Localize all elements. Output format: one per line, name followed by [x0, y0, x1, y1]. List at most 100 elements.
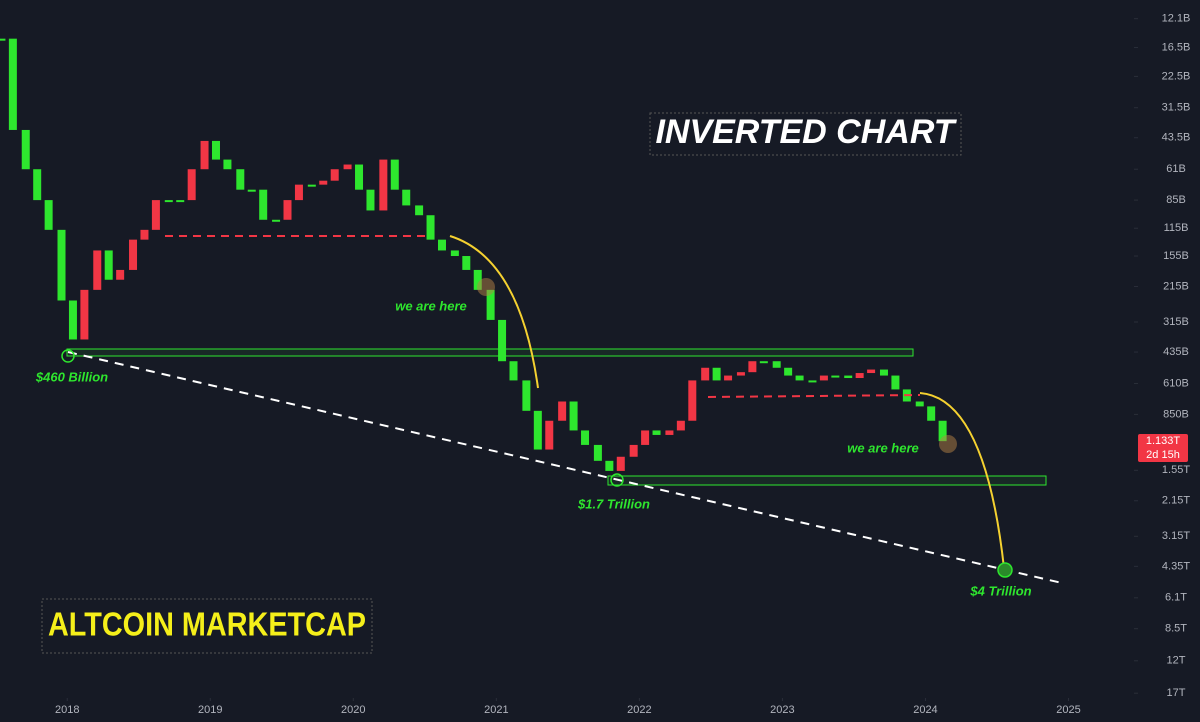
candle	[605, 460, 614, 471]
candle	[819, 375, 828, 381]
y-tick-label: 12T	[1167, 655, 1186, 667]
annotation: $1.7 Trillion	[577, 496, 650, 511]
candle	[509, 361, 518, 381]
candle	[330, 169, 339, 181]
candle	[33, 169, 42, 201]
candle	[855, 373, 864, 379]
candle	[486, 289, 495, 320]
candle	[68, 300, 77, 340]
y-tick-label: 850B	[1163, 408, 1189, 420]
candle	[938, 420, 947, 442]
y-tick-label: 85B	[1166, 194, 1186, 206]
candle	[247, 189, 256, 192]
candle	[533, 410, 542, 450]
candle	[44, 200, 53, 230]
x-tick-label: 2022	[627, 704, 651, 716]
candle	[223, 159, 232, 170]
y-tick-label: 43.5B	[1162, 132, 1191, 144]
candle	[915, 401, 924, 407]
candle	[355, 164, 364, 190]
candle	[593, 444, 602, 461]
candle	[8, 38, 17, 130]
candle	[319, 180, 328, 185]
candle	[259, 189, 268, 220]
candle	[879, 369, 888, 376]
candle	[57, 229, 66, 301]
candle	[759, 361, 768, 364]
candle	[784, 367, 793, 376]
candle	[379, 159, 388, 211]
candle	[581, 430, 590, 445]
marker	[997, 562, 1013, 578]
y-tick-label: 2.15T	[1162, 495, 1190, 507]
annotation: $460 Billion	[35, 369, 108, 384]
annotation: we are here	[395, 298, 467, 313]
y-tick-label: 31.5B	[1162, 102, 1191, 114]
projection-curve	[919, 392, 1005, 569]
candles	[0, 38, 947, 471]
marker	[939, 435, 957, 453]
candle	[307, 184, 316, 187]
x-tick-label: 2019	[198, 704, 222, 716]
y-tick-label: 8.5T	[1165, 623, 1187, 635]
y-tick-label: 16.5B	[1162, 41, 1191, 53]
price-tag	[1138, 434, 1188, 462]
chart-title: ALTCOIN MARKETCAP	[48, 606, 366, 643]
candle	[104, 250, 113, 280]
y-tick-label: 22.5B	[1162, 70, 1191, 82]
marker	[61, 349, 75, 363]
candle	[498, 319, 507, 362]
candle	[294, 184, 303, 201]
candle	[831, 375, 840, 378]
candle	[437, 239, 446, 251]
support-zone	[66, 348, 914, 357]
y-tick-label: 435B	[1163, 346, 1189, 358]
y-tick-label: 4.35T	[1162, 560, 1190, 572]
candle	[629, 444, 638, 457]
y-tick-label: 215B	[1163, 280, 1189, 292]
candle	[808, 380, 817, 383]
candle	[473, 269, 482, 290]
support-zone	[607, 475, 1047, 486]
candle	[116, 269, 125, 280]
candle	[164, 200, 173, 203]
candle	[724, 375, 733, 381]
y-tick-label: 115B	[1164, 222, 1189, 234]
candle	[736, 372, 745, 376]
candle	[0, 38, 6, 41]
candle	[891, 375, 900, 390]
candle	[665, 430, 674, 435]
y-tick-label: 155B	[1163, 250, 1189, 262]
candle	[390, 159, 399, 190]
candle	[343, 164, 352, 170]
x-tick-label: 2024	[913, 704, 937, 716]
candle	[176, 200, 185, 203]
projection-curve	[449, 235, 539, 389]
candle	[402, 189, 411, 206]
x-tick-label: 2025	[1056, 704, 1080, 716]
candle	[569, 401, 578, 431]
candle	[652, 430, 661, 435]
trendline	[67, 351, 1063, 584]
candle	[129, 239, 138, 270]
candle	[676, 420, 685, 431]
title-box	[649, 112, 962, 156]
candle	[795, 375, 804, 381]
y-tick-label: 17T	[1167, 687, 1186, 699]
candle	[522, 380, 531, 411]
candle	[712, 367, 721, 381]
candle	[748, 361, 757, 373]
candle	[616, 456, 625, 471]
candle	[415, 205, 424, 216]
x-tick-label: 2021	[484, 704, 508, 716]
x-tick-label: 2020	[341, 704, 365, 716]
candle	[211, 140, 220, 160]
candle	[272, 219, 281, 222]
y-tick-label: 6.1T	[1165, 592, 1187, 604]
y-tick-label: 1.55T	[1162, 464, 1190, 476]
title-box	[41, 598, 373, 654]
price-tag-label: 1.133T	[1146, 435, 1181, 447]
candle	[80, 289, 89, 340]
